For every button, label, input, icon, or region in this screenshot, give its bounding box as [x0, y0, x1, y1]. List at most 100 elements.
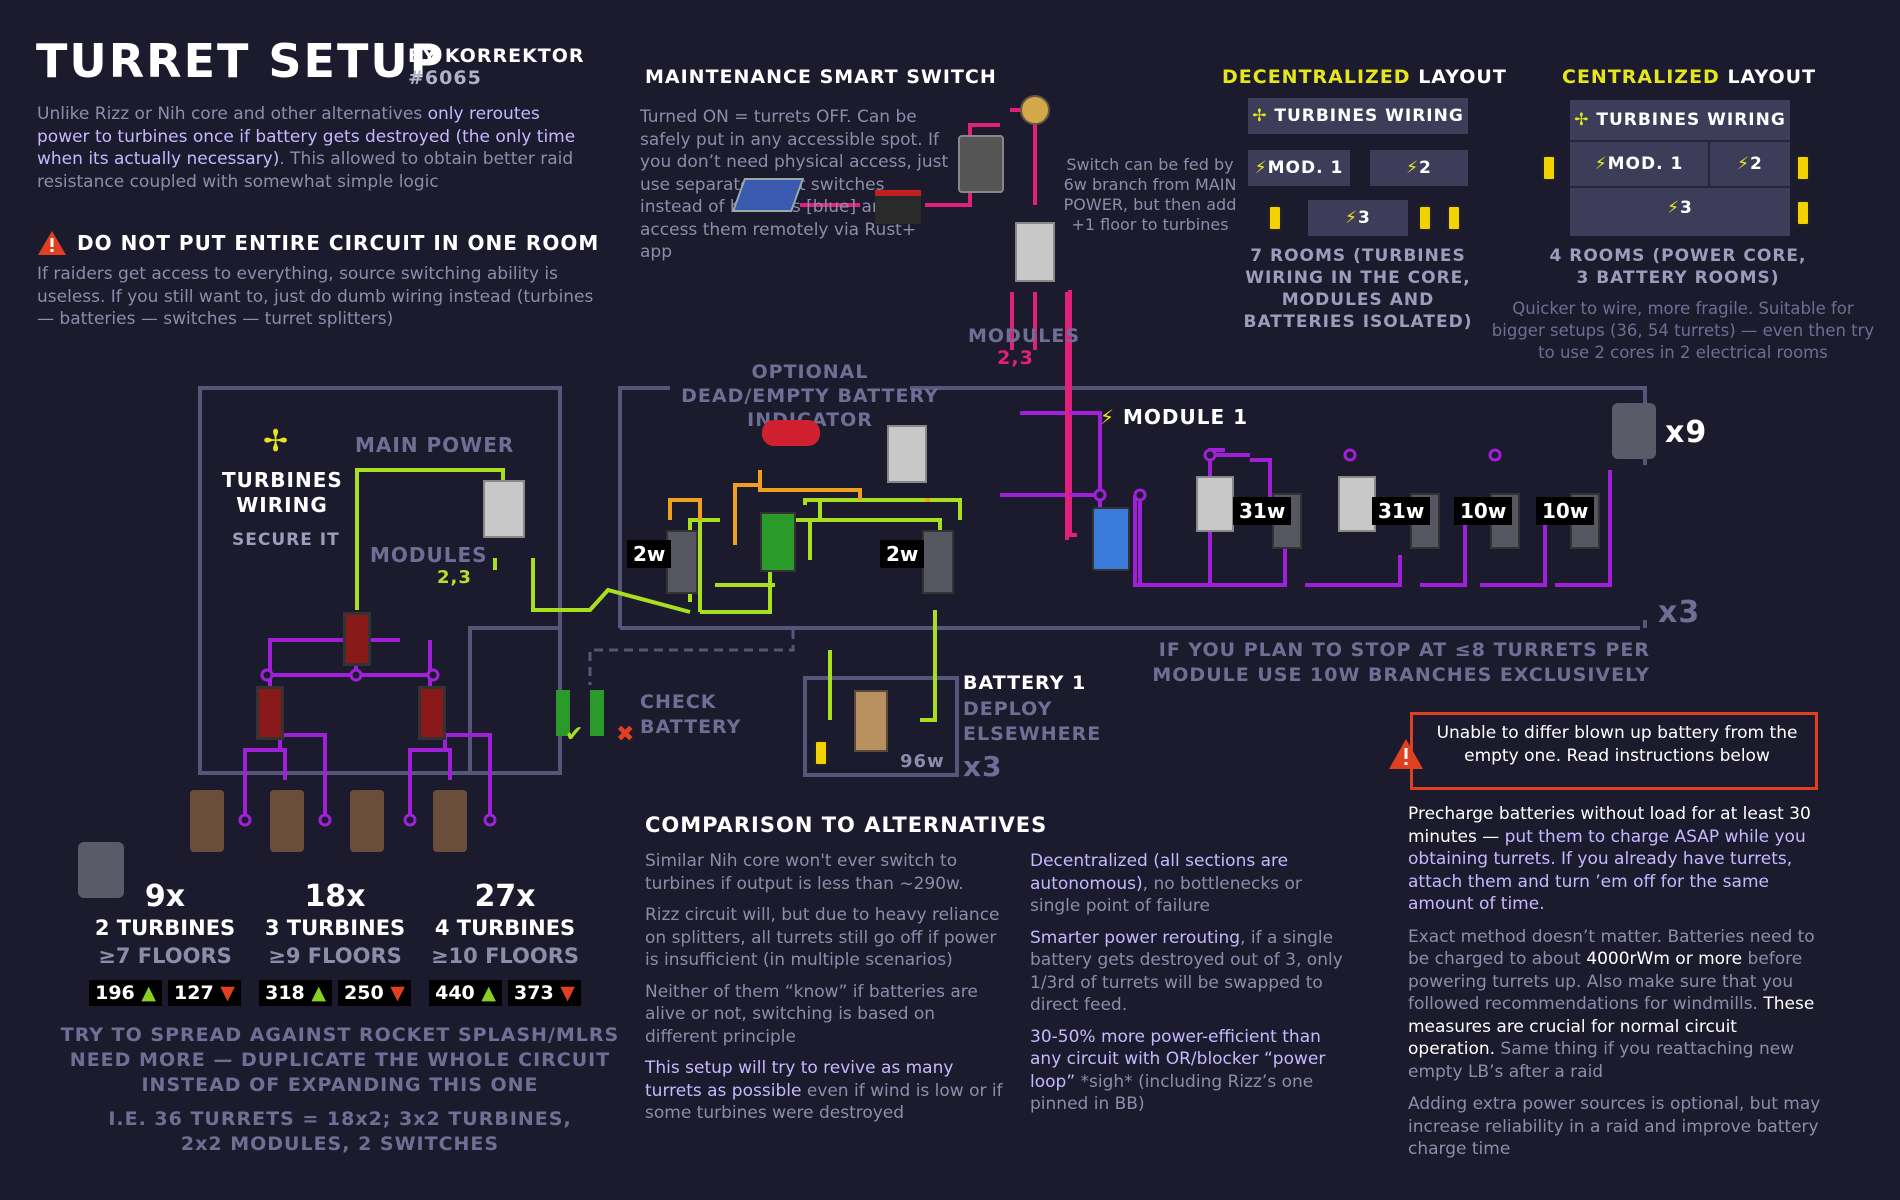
- decentralized-rest: LAYOUT: [1418, 66, 1507, 88]
- switch-box-icon: [1015, 222, 1055, 282]
- intro-text: Unlike Rizz or Nih core and other altern…: [37, 103, 597, 193]
- battery-icon: [1796, 200, 1810, 226]
- branch-10w-b: 10w: [1536, 497, 1595, 525]
- splitter-icon: [343, 612, 371, 666]
- check-indicator-icon: [590, 690, 604, 736]
- centralized-mod1-label: MOD. 1: [1607, 154, 1684, 174]
- centralized-desc: 4 ROOMS (POWER CORE, 3 BATTERY ROOMS): [1549, 246, 1807, 288]
- centralized-note: Quicker to wire, more fragile. Suitable …: [1491, 299, 1875, 362]
- battery-96w: 96w: [900, 751, 945, 772]
- tier-down-value: 250 ▼: [338, 980, 411, 1006]
- text-run: Decentralized (all sections are autonomo…: [1030, 851, 1289, 894]
- battery-x3: x3: [963, 750, 1003, 783]
- warning-icon: [1389, 739, 1423, 769]
- indicator-lamp-icon: [762, 420, 820, 446]
- module-x3: x3: [1658, 595, 1701, 630]
- centralized-rest: LAYOUT: [1727, 66, 1817, 88]
- comparison-right: Decentralized (all sections are autonomo…: [1030, 850, 1350, 1125]
- up-arrow-icon: ▲: [311, 982, 326, 1004]
- turbine-icon: ✢: [1574, 110, 1597, 130]
- centralized-wiring-label: TURBINES WIRING: [1596, 110, 1786, 130]
- instruction-paragraph: Exact method doesn’t matter. Batteries n…: [1408, 926, 1828, 1084]
- battery-icon: [1268, 205, 1282, 231]
- comparison-paragraph: Neither of them “know” if batteries are …: [645, 981, 1005, 1049]
- check-ok-icon: ✔: [565, 722, 584, 747]
- bolt-icon: ⚡: [1254, 158, 1268, 178]
- main-power-label: MAIN POWER: [355, 433, 515, 457]
- instructions: Precharge batteries without load for at …: [1408, 803, 1828, 1171]
- indicator-switch-icon: [887, 425, 927, 483]
- windmill-icon: [350, 790, 384, 852]
- text-run: 4000rWm or more: [1586, 949, 1743, 969]
- turret-icon: [1612, 403, 1656, 459]
- down-arrow-icon: ▼: [560, 982, 575, 1004]
- text-run: These measures are crucial for normal ci…: [1408, 994, 1815, 1059]
- text-run: . This allowed to obtain better raid res…: [37, 149, 574, 192]
- decentralized-wiring-box: ✢ TURBINES WIRING: [1248, 98, 1468, 134]
- up-arrow-icon: ▲: [481, 982, 496, 1004]
- maintenance-modules-text: MODULES: [968, 325, 1081, 347]
- solar-panel-icon: [731, 178, 805, 212]
- decentralized-mod2: ⚡ 2: [1370, 150, 1468, 186]
- author-name: BY KORREKTOR: [408, 45, 585, 67]
- module1-text: MODULE 1: [1123, 405, 1249, 429]
- tier-floors: ≥10 FLOORS: [430, 944, 580, 968]
- tier-turbines: 2 TURBINES: [94, 916, 236, 940]
- siren-light-icon: [1020, 95, 1050, 125]
- comparison-paragraph: Rizz circuit will, but due to heavy reli…: [645, 904, 1005, 972]
- comparison-left: Similar Nih core won't ever switch to tu…: [645, 850, 1005, 1134]
- maintenance-title: MAINTENANCE SMART SWITCH: [645, 66, 997, 88]
- maintenance-text: Turned ON = turrets OFF. Can be safely p…: [640, 107, 949, 262]
- tier-up-value: 440 ▲: [429, 980, 502, 1006]
- text-run: Smarter power rerouting: [1030, 927, 1241, 948]
- core-modules-label: MODULES 2,3: [370, 543, 488, 588]
- check-indicator-icon: [556, 690, 570, 736]
- warning-icon: [38, 231, 66, 255]
- tier-turbines: 3 TURBINES: [264, 916, 406, 940]
- splitter-icon: [418, 686, 446, 740]
- turret-icon: [78, 842, 124, 898]
- module1-label: ⚡ MODULE 1: [1100, 405, 1248, 429]
- text-run: Neither of them “know” if batteries are …: [645, 981, 978, 1047]
- smart-switch-icon: [958, 135, 1004, 193]
- turbines-wiring-label: TURBINES WIRING: [222, 468, 343, 517]
- text-run: Precharge batteries without load for at …: [1408, 804, 1811, 847]
- branch-2w-left: 2w: [627, 540, 672, 568]
- tier-floors: ≥7 FLOORS: [98, 944, 232, 968]
- splitter-icon: [256, 686, 284, 740]
- comparison-title: COMPARISON TO ALTERNATIVES: [645, 813, 1048, 837]
- decentralized-wiring-label: TURBINES WIRING: [1274, 106, 1464, 126]
- text-run: 30-50% more power-efficient than any cir…: [1030, 1026, 1326, 1092]
- turbine-icon: ✢: [1252, 106, 1275, 126]
- tier-count: 27x: [474, 879, 536, 914]
- spread-example: I.E. 36 TURRETS = 18x2; 3x2 TURBINES, 2x…: [108, 1108, 572, 1155]
- text-run: put them to charge ASAP while you obtain…: [1408, 826, 1806, 915]
- text-run: Rizz circuit will, but due to heavy reli…: [645, 905, 1000, 970]
- battery-icon: [814, 740, 828, 766]
- centralized-mod1: ⚡MOD. 1: [1594, 154, 1684, 174]
- up-arrow-icon: ▲: [141, 982, 156, 1004]
- tier-column: 27x 4 TURBINES ≥10 FLOORS 440 ▲ 373 ▼: [420, 880, 590, 1006]
- text-run: even if wind is low or if some turbines …: [645, 1080, 1003, 1124]
- page-title-block: TURRET SETUP: [36, 34, 445, 88]
- centralized-mod2: ⚡2: [1737, 154, 1763, 174]
- centralized-mod2-label: 2: [1750, 154, 1763, 174]
- tier-column: 18x 3 TURBINES ≥9 FLOORS 318 ▲ 250 ▼: [250, 880, 420, 1006]
- centralized-title: CENTRALIZED LAYOUT: [1562, 66, 1816, 88]
- tier-down-value: 373 ▼: [508, 980, 581, 1006]
- decentralized-title: DECENTRALIZED LAYOUT: [1222, 66, 1507, 88]
- text-run: Unlike Rizz or Nih core and other altern…: [37, 104, 428, 124]
- warning-text: If raiders get access to everything, sou…: [37, 264, 594, 329]
- tier-count: 9x: [144, 879, 186, 914]
- centralized-highlight: CENTRALIZED: [1562, 66, 1720, 88]
- tier-floors: ≥9 FLOORS: [268, 944, 402, 968]
- maintenance-modules-label: MODULES 2,3: [968, 325, 1081, 369]
- author-tag: #6065: [408, 67, 482, 89]
- battery-subtitle: DEPLOY ELSEWHERE: [963, 698, 1102, 745]
- bolt-icon: ⚡: [1345, 208, 1359, 228]
- bolt-icon: ⚡: [1100, 405, 1116, 429]
- module-x9: x9: [1665, 415, 1708, 450]
- decentralized-mod3: ⚡ 3: [1308, 200, 1408, 236]
- comparison-paragraph: Similar Nih core won't ever switch to tu…: [645, 850, 1005, 895]
- text-run: Adding extra power sources is optional, …: [1408, 1094, 1821, 1159]
